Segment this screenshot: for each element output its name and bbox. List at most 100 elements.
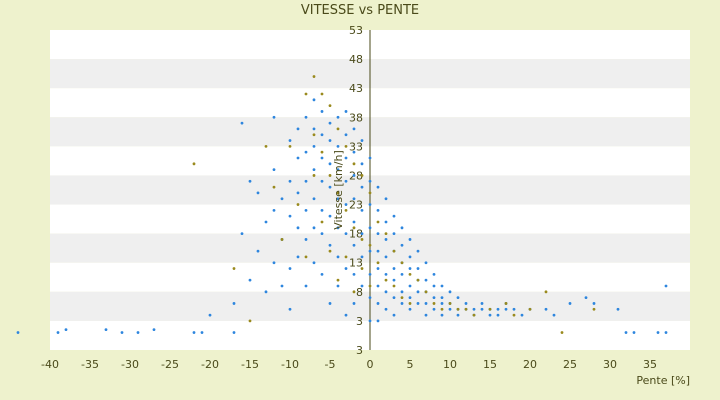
data-point [448, 290, 452, 294]
data-point [400, 290, 404, 294]
x-tick-label: -30 [121, 358, 139, 371]
data-point [424, 261, 428, 265]
data-point [344, 203, 348, 206]
data-point [408, 307, 412, 311]
data-point [288, 139, 292, 142]
data-point [464, 302, 468, 305]
data-point [400, 226, 404, 230]
data-point [544, 290, 548, 294]
data-point [376, 232, 380, 236]
data-point [408, 238, 412, 241]
x-tick-label: 20 [523, 358, 537, 371]
data-point [344, 133, 348, 137]
data-point [368, 319, 372, 323]
data-point [344, 232, 348, 236]
x-tick-label: -15 [241, 358, 259, 371]
data-point [448, 302, 452, 305]
data-point [432, 307, 436, 311]
data-point [264, 220, 268, 224]
data-point [272, 208, 276, 212]
data-point [320, 150, 324, 154]
y-tick-label: 48 [349, 53, 363, 66]
data-point [584, 296, 588, 300]
data-point [248, 179, 252, 183]
data-point [384, 290, 388, 294]
x-tick-label: -20 [201, 358, 219, 371]
x-tick-label: 10 [443, 358, 457, 371]
data-point [472, 313, 476, 317]
data-point [368, 179, 372, 183]
data-point [312, 98, 316, 102]
data-point [520, 313, 524, 317]
data-point [560, 331, 564, 334]
data-point [384, 307, 388, 311]
data-point [376, 220, 380, 224]
data-point [360, 255, 364, 259]
data-point [352, 302, 356, 305]
data-point [408, 284, 412, 288]
x-tick-label: 30 [603, 358, 617, 371]
data-point [296, 226, 300, 230]
data-point [328, 139, 332, 142]
data-point [264, 290, 268, 294]
data-point [312, 261, 316, 265]
data-point [368, 243, 372, 247]
data-point [296, 191, 300, 195]
data-point [280, 197, 284, 201]
data-point [336, 127, 340, 131]
data-point [368, 284, 372, 288]
data-point [312, 144, 316, 148]
y-tick-label: 13 [349, 257, 363, 270]
data-point [312, 168, 316, 172]
data-point [368, 203, 372, 206]
data-point [328, 302, 332, 305]
data-point [296, 127, 300, 131]
data-point [360, 284, 364, 288]
data-point [408, 267, 412, 270]
y-tick-label: 18 [349, 228, 363, 241]
data-point [312, 133, 316, 137]
data-point [376, 267, 380, 270]
data-point [336, 115, 340, 119]
data-point [304, 150, 308, 154]
data-point [544, 307, 548, 311]
data-point [592, 307, 596, 311]
data-point [336, 197, 340, 201]
data-point [320, 220, 324, 224]
data-point [480, 307, 484, 311]
x-tick-label: 25 [563, 358, 577, 371]
data-point [296, 255, 300, 259]
x-axis-label: Pente [%] [636, 374, 690, 387]
data-point [376, 261, 380, 265]
data-point [56, 331, 60, 334]
data-point [392, 296, 396, 300]
y-tick-label: 43 [349, 82, 363, 95]
data-point [368, 272, 372, 276]
data-point [504, 302, 508, 305]
x-tick-label: -40 [41, 358, 59, 371]
data-point [344, 110, 348, 113]
data-point [496, 313, 500, 317]
data-point [360, 238, 364, 241]
x-tick-labels: -40 -35 -30 -25 -20 -15 -10 -5 0 5 10 15 20 25 30 35 [41, 358, 657, 371]
data-point [312, 226, 316, 230]
data-point [352, 243, 356, 247]
data-point [384, 232, 388, 236]
data-point [352, 226, 356, 230]
data-point [64, 328, 68, 332]
data-point [320, 232, 324, 236]
data-point [320, 179, 324, 183]
data-point [272, 115, 276, 119]
data-point [352, 290, 356, 294]
data-point [400, 243, 404, 247]
y-tick-label: 8 [356, 286, 363, 299]
data-point [328, 243, 332, 247]
data-point [616, 307, 620, 311]
data-point [240, 121, 244, 125]
data-point [376, 208, 380, 212]
data-point [664, 331, 668, 334]
data-point [352, 162, 356, 166]
data-point [664, 284, 668, 288]
data-point [304, 92, 308, 96]
data-point [192, 162, 196, 166]
